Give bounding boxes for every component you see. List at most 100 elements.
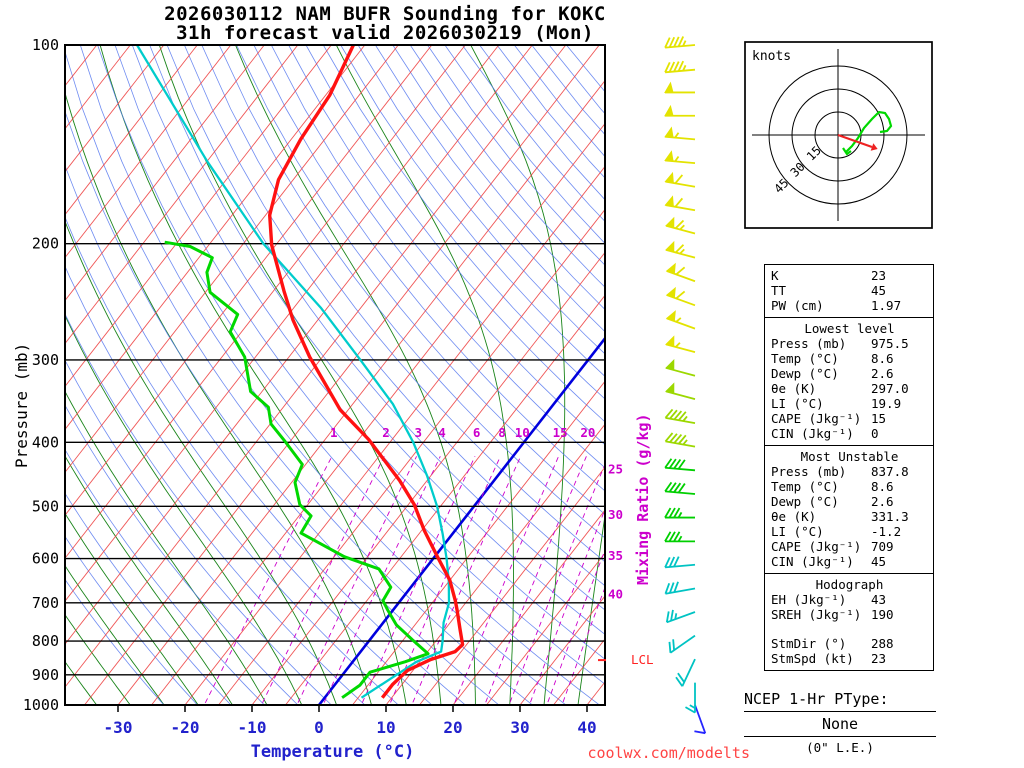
table-row: CIN (Jkg⁻¹) 0 (771, 426, 879, 441)
svg-text:1: 1 (330, 425, 338, 440)
table-row: TT 45 (771, 283, 887, 298)
wind-barb (664, 81, 695, 94)
wind-barb (664, 481, 696, 495)
svg-text:30: 30 (608, 507, 623, 522)
wind-barb (664, 531, 695, 543)
table-row: θe (K) 297.0 (771, 381, 909, 396)
ptype-note: (0" L.E.) (806, 740, 874, 755)
svg-text:30: 30 (510, 718, 529, 737)
wind-barb (664, 507, 695, 519)
hodograph-section: Hodograph EH (Jkg⁻¹) 43 SREH (Jkg⁻¹) 190 StmD… (765, 573, 933, 670)
svg-text:25: 25 (608, 462, 623, 477)
table-row: LI (°C) -1.2 (771, 524, 902, 539)
wind-barb (664, 458, 696, 472)
chart-title-line1: 2026030112 NAM BUFR Sounding for KOKC (164, 3, 606, 25)
lowest-level-section: Lowest level Press (mb) 975.5 Temp (°C) 8.6 D… (765, 317, 933, 445)
table-row: CIN (Jkg⁻¹) 45 (771, 554, 887, 569)
svg-text:10: 10 (515, 425, 530, 440)
svg-text:800: 800 (32, 632, 59, 650)
svg-text:0: 0 (314, 718, 324, 737)
wind-barb (665, 335, 696, 354)
table-row: Dewp (°C) 2.6 (771, 494, 894, 509)
lowest-level-section-title: Lowest level (804, 321, 895, 336)
svg-text:100: 100 (32, 36, 59, 54)
ptype-value: None (821, 715, 859, 733)
svg-text:20: 20 (443, 718, 462, 737)
plot-border (64, 44, 606, 706)
wind-barb (694, 704, 707, 735)
wind-barb (664, 60, 696, 74)
ptype-block: NCEP 1-Hr PType: None (0" L.E.) (744, 690, 936, 755)
svg-text:600: 600 (32, 550, 59, 568)
ptype-divider-2 (744, 736, 936, 737)
wind-barb (664, 581, 696, 595)
hodograph-section-title: Hodograph (815, 577, 884, 592)
wind-barb (664, 556, 696, 569)
most-unstable-section-title: Most Unstable (800, 449, 899, 464)
wind-barb (665, 358, 696, 377)
dewpoint-trace (164, 240, 430, 699)
wind-barb (664, 408, 696, 424)
svg-text:-30: -30 (104, 718, 133, 737)
storm-motion-arrow (837, 133, 873, 149)
svg-text:-20: -20 (171, 718, 200, 737)
wind-barb (685, 682, 696, 714)
svg-text:500: 500 (32, 497, 59, 515)
wind-barb (664, 126, 696, 141)
most-unstable-section: Most Unstable Press (mb) 837.8 Temp (°C) 8.6… (765, 445, 933, 573)
svg-text:1000: 1000 (23, 696, 59, 714)
wind-barb (665, 216, 696, 235)
svg-text:3: 3 (415, 425, 423, 440)
wind-barb (665, 310, 696, 330)
svg-text:LCL: LCL (631, 652, 654, 667)
mixing-ratio-axis-title: Mixing Ratio (g/kg) (634, 413, 652, 585)
wind-barb (675, 658, 696, 687)
sounding-traces (136, 45, 465, 699)
svg-text:4: 4 (438, 425, 446, 440)
wind-barb (664, 171, 696, 188)
table-row: PW (cm) 1.97 (771, 298, 902, 313)
wind-barb (664, 195, 696, 212)
table-row: SREH (Jkg⁻¹) 190 (771, 607, 894, 622)
chart-title-line2: 31h forecast valid 2026030219 (Mon) (176, 22, 594, 44)
svg-text:-10: -10 (238, 718, 267, 737)
table-row: K 23 (771, 268, 887, 283)
svg-text:8: 8 (498, 425, 506, 440)
svg-text:15: 15 (553, 425, 568, 440)
wind-barb (665, 382, 696, 400)
hodograph-units-label: knots (752, 49, 791, 64)
svg-text:700: 700 (32, 594, 59, 612)
wind-barbs (664, 36, 707, 735)
svg-text:10: 10 (376, 718, 395, 737)
indices-section: K 23 TT 45 PW (cm) 1.97 (765, 265, 933, 317)
wind-barb (664, 104, 695, 117)
table-row: StmDir (°) 288 (771, 636, 894, 651)
wind-barb (664, 150, 696, 165)
table-row: StmSpd (kt) 23 (771, 651, 887, 666)
table-row: Press (mb) 837.8 (771, 464, 909, 479)
lcl-marker: LCL (598, 652, 654, 667)
table-row: CAPE (Jkg⁻¹) 709 (771, 539, 894, 554)
wind-barb (665, 262, 696, 283)
watermark: coolwx.com/modelts (587, 744, 750, 762)
svg-text:2: 2 (382, 425, 390, 440)
svg-text:900: 900 (32, 666, 59, 684)
table-row: Temp (°C) 8.6 (771, 351, 894, 366)
table-row: Temp (°C) 8.6 (771, 479, 894, 494)
table-row: Dewp (°C) 2.6 (771, 366, 894, 381)
mixing-ratio-labels: 1 2 3 4 6 8 10 15 20 25 30 35 40 (330, 425, 623, 601)
svg-text:40: 40 (608, 586, 623, 601)
table-row: Press (mb) 975.5 (771, 336, 909, 351)
table-row: θe (K) 331.3 (771, 509, 909, 524)
svg-text:300: 300 (32, 351, 59, 369)
temperature-trace (268, 45, 465, 699)
svg-text:200: 200 (32, 235, 59, 253)
svg-text:20: 20 (580, 425, 595, 440)
svg-text:40: 40 (577, 718, 596, 737)
table-row: EH (Jkg⁻¹) 43 (771, 592, 887, 607)
table-row: CAPE (Jkg⁻¹) 15 (771, 411, 887, 426)
svg-text:6: 6 (473, 425, 481, 440)
wind-barb (665, 240, 696, 259)
